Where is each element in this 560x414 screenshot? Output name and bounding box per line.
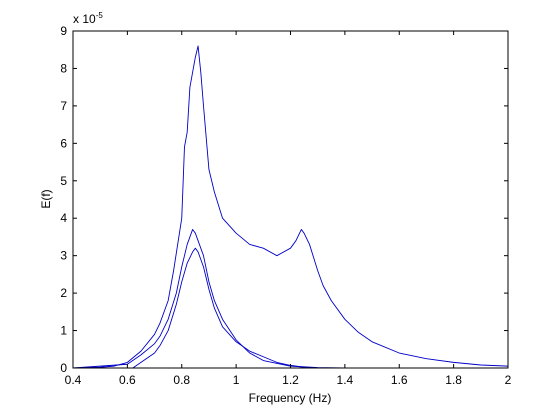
x-tick-label: 1.4 [337, 373, 354, 387]
x-tick-label: 0.8 [173, 373, 190, 387]
x-tick-label: 2 [505, 373, 512, 387]
series-line-1 [72, 45, 509, 369]
x-tick-label: 1.6 [391, 373, 408, 387]
y-tick-label: 2 [60, 286, 67, 300]
x-tick-label: 0.6 [119, 373, 136, 387]
y-tick-label: 8 [60, 61, 67, 75]
series-group [72, 45, 509, 369]
x-tick-label: 1.2 [282, 373, 299, 387]
y-tick-label: 5 [60, 174, 67, 188]
y-tick-label: 4 [60, 211, 67, 225]
series-line-3 [73, 247, 508, 369]
y-multiplier-label: x 10-5 [73, 11, 103, 26]
series-line-2 [72, 229, 508, 369]
y-tick-label: 0 [60, 361, 67, 375]
y-tick-label: 9 [60, 24, 67, 38]
y-tick-label: 3 [60, 249, 67, 263]
y-axis-ticks: 0 1 2 3 4 5 6 7 8 9 [60, 24, 508, 375]
x-tick-label: 1.8 [445, 373, 462, 387]
x-axis-ticks: 0.4 0.6 0.8 1 1.2 1.4 1.6 1.8 2 [65, 31, 512, 387]
y-tick-label: 7 [60, 99, 67, 113]
y-tick-label: 6 [60, 136, 67, 150]
x-tick-label: 0.4 [65, 373, 82, 387]
plot-area [73, 31, 508, 368]
y-axis-label: E(f) [39, 189, 53, 208]
x-axis-label: Frequency (Hz) [249, 391, 332, 405]
y-multiplier-exponent: -5 [96, 11, 104, 20]
x-tick-label: 1 [233, 373, 240, 387]
y-tick-label: 1 [60, 324, 67, 338]
